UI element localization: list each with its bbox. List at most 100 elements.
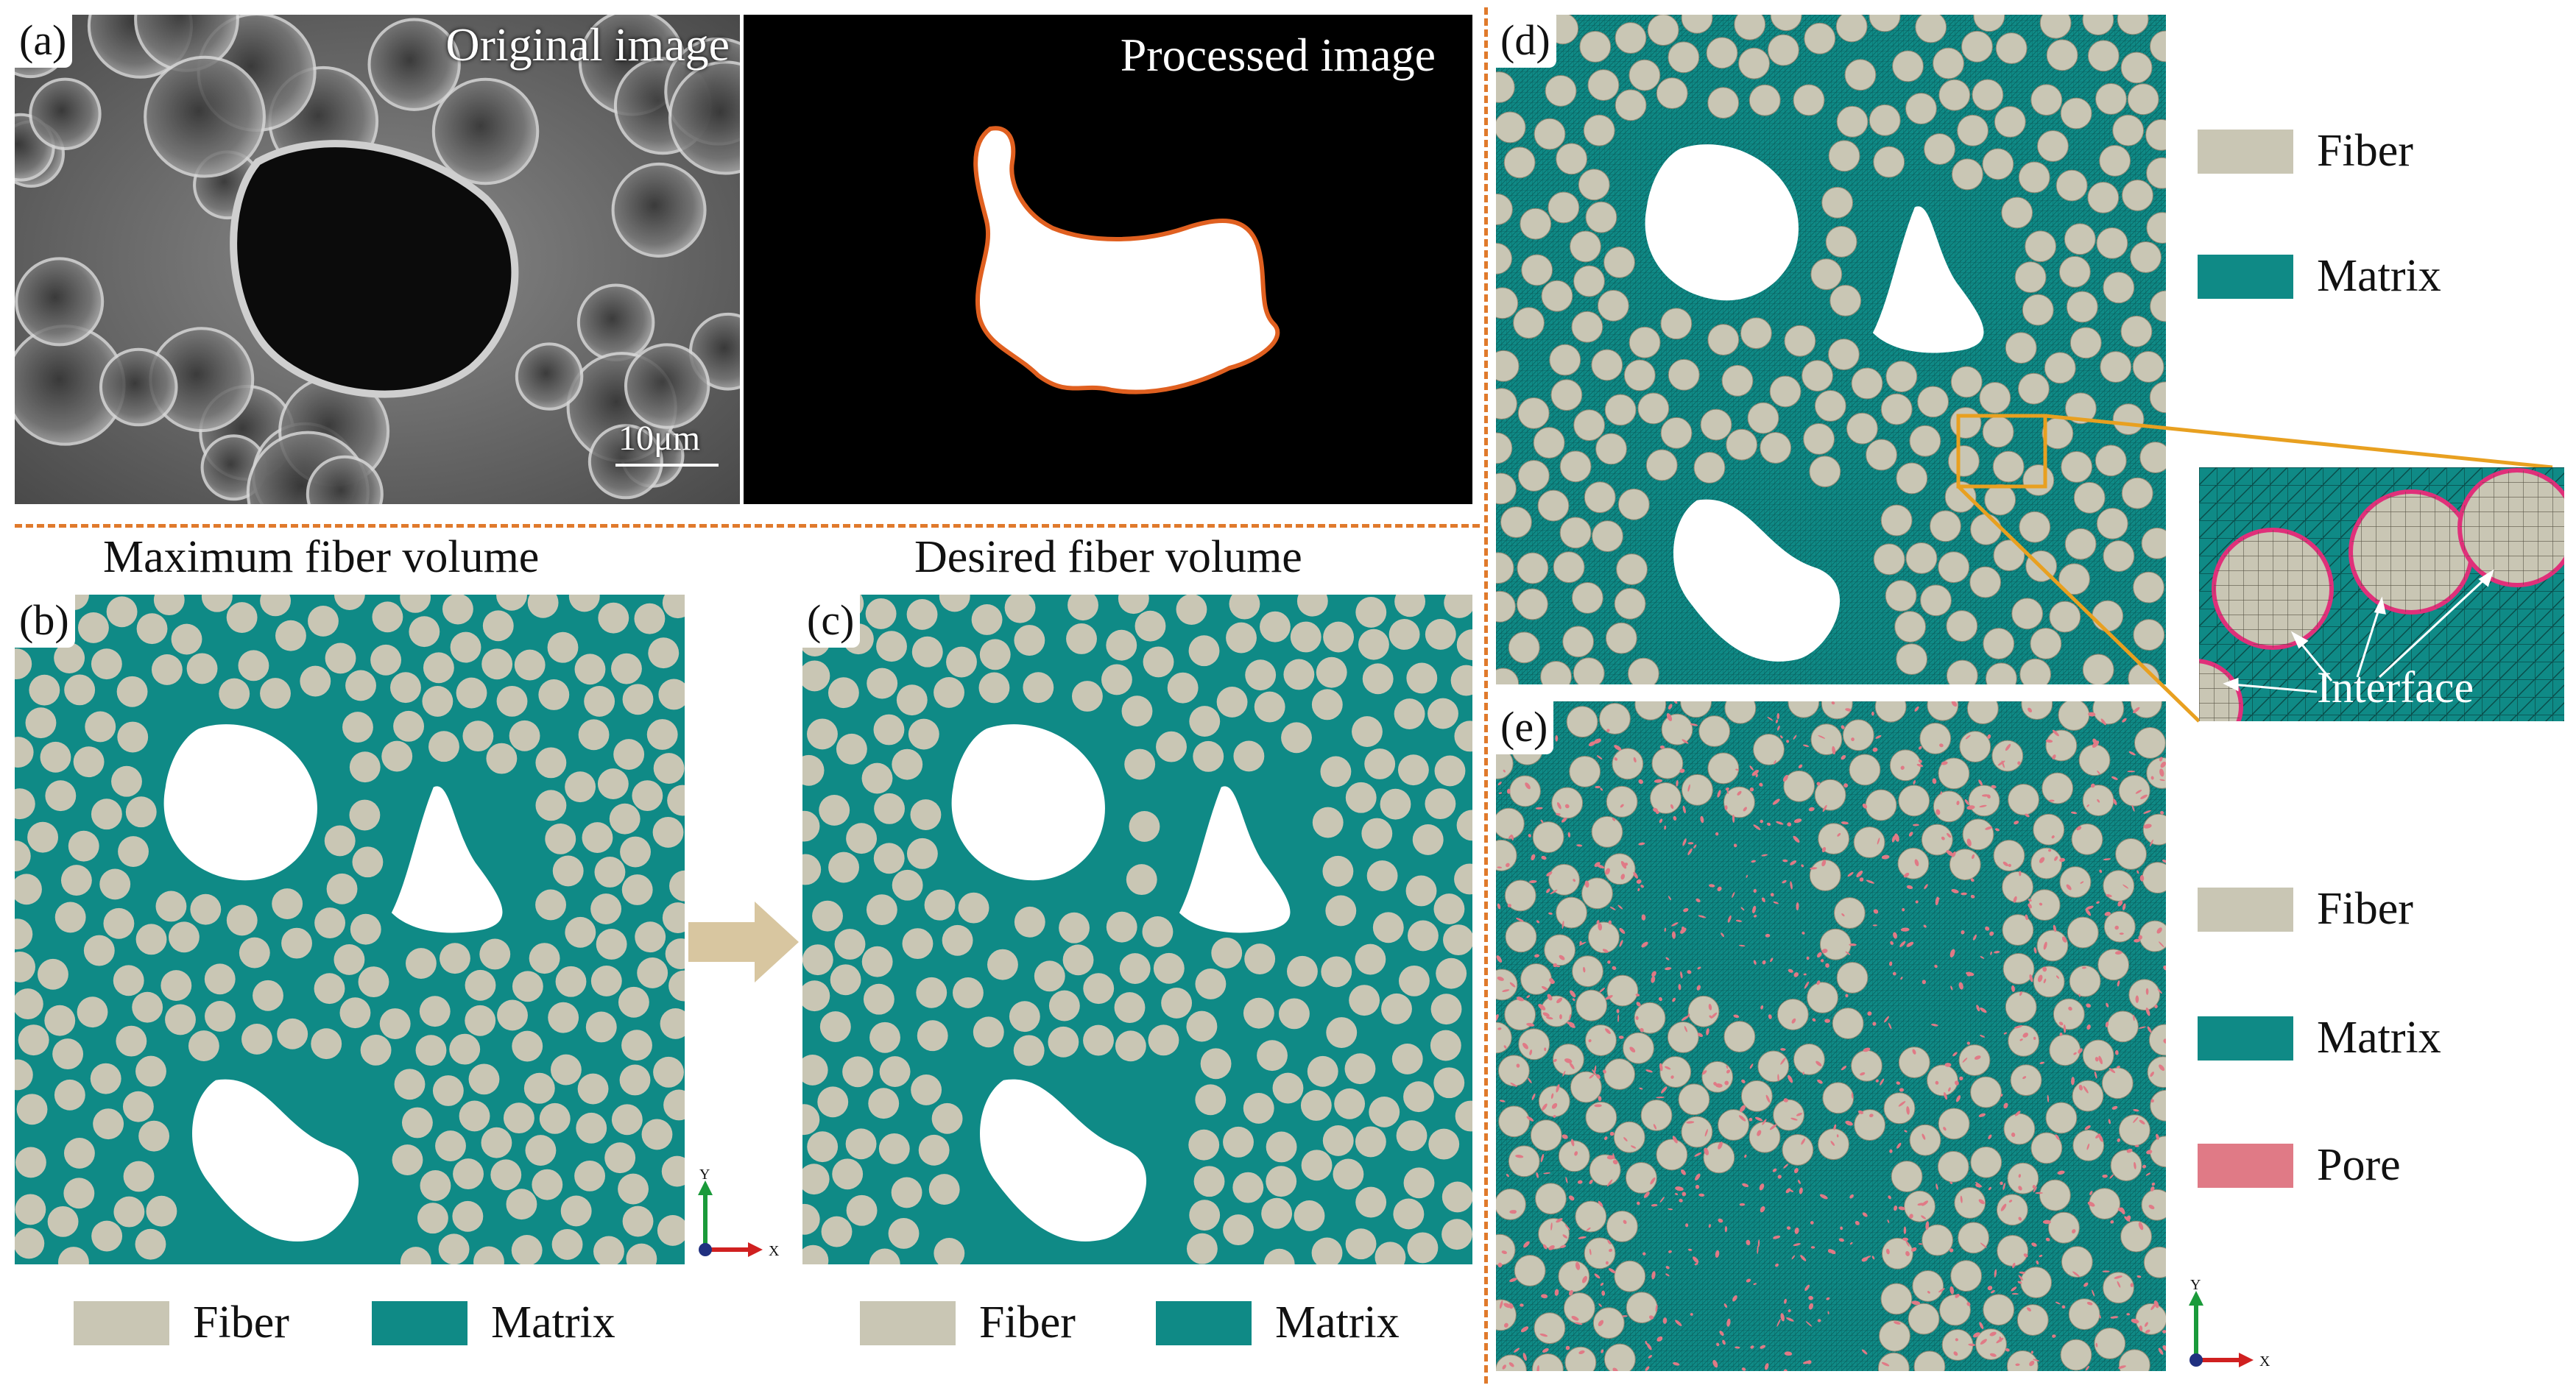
pore xyxy=(1698,1193,1705,1197)
pore xyxy=(1656,1336,1663,1342)
pore xyxy=(1666,712,1673,721)
fiber xyxy=(1320,756,1352,787)
pore xyxy=(1922,980,1927,985)
void-2 xyxy=(1179,786,1291,933)
pore xyxy=(1900,765,1905,770)
pore xyxy=(1872,1021,1877,1026)
pore xyxy=(1698,915,1707,918)
pore xyxy=(1912,1049,1916,1055)
pore xyxy=(2124,1216,2131,1222)
fiber xyxy=(2048,1211,2080,1244)
fiber xyxy=(2049,1034,2081,1066)
fiber xyxy=(2019,658,2052,684)
pore xyxy=(2014,821,2019,825)
pore xyxy=(1659,1063,1663,1072)
pore xyxy=(1741,1079,1746,1083)
pore xyxy=(1526,1022,1535,1027)
fiber xyxy=(653,753,685,784)
fiber xyxy=(1933,47,1964,79)
pore xyxy=(1860,1072,1866,1076)
pore xyxy=(1531,854,1536,861)
pore xyxy=(1643,1192,1650,1198)
pore xyxy=(2106,1002,2109,1008)
pore xyxy=(1665,1273,1670,1277)
fiber xyxy=(1571,311,1603,343)
fiber xyxy=(512,971,543,1002)
pore xyxy=(2003,1102,2008,1109)
fiber xyxy=(1311,1237,1343,1264)
pore xyxy=(1819,1194,1828,1200)
fiber xyxy=(2142,813,2166,846)
fiber xyxy=(15,874,42,905)
pore xyxy=(1550,1222,1553,1231)
pore xyxy=(2122,903,2126,911)
pore xyxy=(2057,1170,2065,1175)
fiber xyxy=(1905,93,1937,124)
fiber xyxy=(409,616,440,648)
pore xyxy=(2086,1301,2093,1306)
pore xyxy=(2150,1072,2154,1077)
pore xyxy=(2019,1038,2023,1041)
pore xyxy=(1966,974,1972,977)
pore xyxy=(1966,838,1972,847)
pore xyxy=(2159,768,2164,777)
fiber xyxy=(1873,146,1905,178)
fiber xyxy=(802,1244,829,1264)
pore xyxy=(1905,1250,1910,1256)
pore xyxy=(2131,804,2135,812)
pore xyxy=(1782,879,1787,884)
pore xyxy=(1873,909,1879,914)
pore xyxy=(2134,1161,2136,1169)
pore xyxy=(1751,769,1759,776)
fiber xyxy=(1913,1350,1946,1371)
pore xyxy=(1913,780,1916,785)
pore xyxy=(1541,1294,1548,1299)
fiber xyxy=(866,894,897,926)
fiber xyxy=(93,1108,124,1140)
pore xyxy=(1887,1219,1890,1223)
fiber xyxy=(1405,875,1437,907)
fiber xyxy=(1244,943,1276,974)
pore xyxy=(1541,855,1547,860)
pore xyxy=(2018,1186,2022,1191)
pore xyxy=(1975,1183,1982,1188)
fiber xyxy=(1970,1076,2002,1108)
pore xyxy=(1949,1181,1953,1184)
fiber xyxy=(15,840,31,872)
fiber xyxy=(1083,973,1115,1005)
fiber xyxy=(349,751,381,783)
fiber xyxy=(1585,201,1617,233)
pore xyxy=(1773,1235,1781,1239)
fiber xyxy=(869,1248,900,1264)
fiber xyxy=(1634,1002,1666,1034)
fiber xyxy=(1804,22,1836,54)
pore xyxy=(1799,1187,1803,1194)
pore xyxy=(1596,864,1605,869)
pore xyxy=(1536,1364,1539,1371)
fiber xyxy=(1880,393,1913,425)
fiber xyxy=(874,793,905,824)
fiber xyxy=(1682,773,1713,806)
fiber xyxy=(634,603,666,634)
fiber xyxy=(924,889,956,921)
pore xyxy=(1559,955,1565,960)
fiber xyxy=(942,924,973,956)
pore xyxy=(1561,817,1567,823)
pore xyxy=(2084,1125,2091,1130)
fiber xyxy=(646,719,678,750)
fiber xyxy=(15,1059,33,1091)
fiber-crater xyxy=(611,162,707,258)
pore xyxy=(1772,1168,1777,1172)
fiber xyxy=(555,966,587,997)
fiber xyxy=(1793,84,1825,116)
pore xyxy=(2162,859,2166,863)
fiber xyxy=(2120,1220,2152,1253)
pore xyxy=(2159,941,2164,948)
pore xyxy=(1718,1218,1723,1223)
fiber xyxy=(1905,542,1938,574)
fiber xyxy=(16,1094,48,1125)
fiber xyxy=(2100,351,2132,383)
panel-label-b: (b) xyxy=(15,595,75,648)
fiber xyxy=(1605,622,1637,654)
fiber xyxy=(1851,1049,1882,1082)
